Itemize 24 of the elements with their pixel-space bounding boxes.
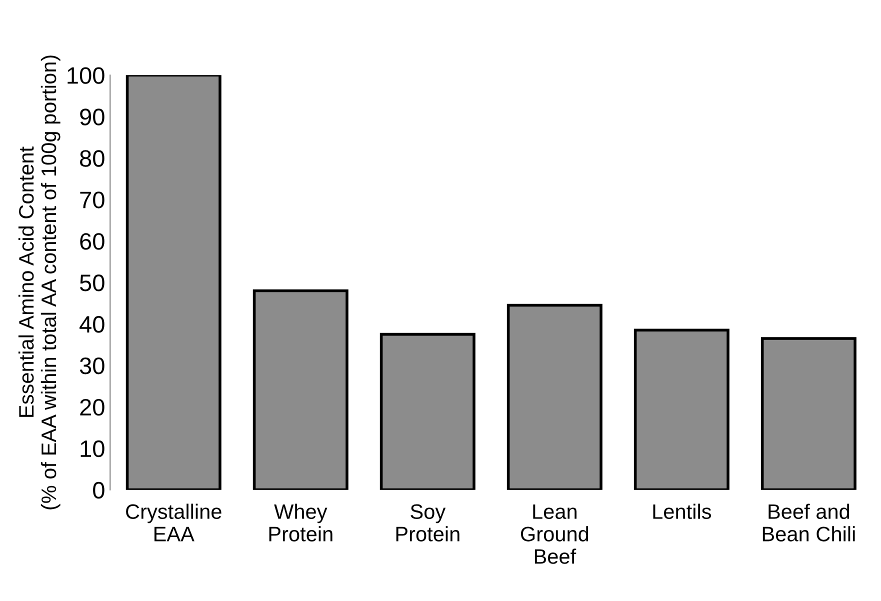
bar xyxy=(126,75,222,490)
y-tick-label: 70 xyxy=(80,192,104,208)
y-tick-label: 40 xyxy=(80,316,104,333)
x-tick-label: Soy Protein xyxy=(396,504,460,542)
x-tick-label: Lean Ground Beef xyxy=(520,504,588,564)
x-tick-label: Beef and Bean Chili xyxy=(762,504,855,542)
y-tick-label: 50 xyxy=(80,274,104,292)
bar xyxy=(380,332,476,490)
y-tick-label: 10 xyxy=(80,440,104,458)
x-tick-label: Lentils xyxy=(653,504,712,520)
y-axis-title: Essential Amino Acid Content (% of EAA within total AA content of 100g portion) xyxy=(18,56,60,510)
x-tick-label: Whey Protein xyxy=(269,504,332,542)
y-tick-label: 80 xyxy=(80,150,104,167)
y-tick-label: 0 xyxy=(93,482,104,499)
bar xyxy=(506,304,602,490)
y-tick-label: 60 xyxy=(80,233,104,250)
bar xyxy=(252,289,348,490)
bar xyxy=(634,328,730,490)
y-tick-label: 20 xyxy=(80,398,104,416)
y-tick-label: 90 xyxy=(80,108,104,126)
y-tick-label: 100 xyxy=(68,67,104,84)
y-tick-label: 30 xyxy=(80,357,104,374)
bar xyxy=(760,337,856,490)
x-tick-label: Crystalline EAA xyxy=(126,504,222,542)
